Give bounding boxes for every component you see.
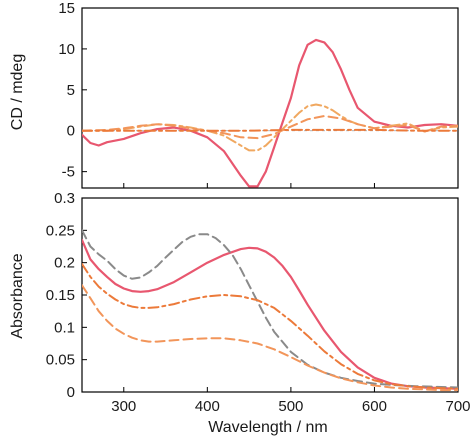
y-tick-label: 0 xyxy=(67,384,75,401)
y-tick-label: 10 xyxy=(58,41,75,58)
y-tick-label: 0.3 xyxy=(54,190,75,207)
plot-frame xyxy=(81,197,459,393)
x-tick-label: 400 xyxy=(195,398,220,415)
y-tick-label: 0.15 xyxy=(46,287,75,304)
absorbance-panel: 0 0.05 0.1 0.15 0.2 0.25 0.3 300 400 500 600 700 xyxy=(46,190,471,415)
wavelength-x-axis-label: Wavelength / nm xyxy=(208,419,327,436)
series-line-3 xyxy=(82,115,458,140)
y-tick-label: 0.2 xyxy=(54,255,75,272)
series-line-1 xyxy=(82,38,458,188)
cd-panel: -5 0 5 10 15 xyxy=(58,0,459,189)
y-tick-label: 0.25 xyxy=(46,222,75,239)
y-tick-label: 0.05 xyxy=(46,352,75,369)
x-tick-label: 700 xyxy=(445,398,470,415)
x-tick-label: 500 xyxy=(278,398,303,415)
x-tick-label: 300 xyxy=(111,398,136,415)
series-line-3 xyxy=(82,263,458,390)
absorbance-y-axis-label: Absorbance xyxy=(9,253,26,338)
x-tick-label: 600 xyxy=(362,398,387,415)
cd-y-axis-label: CD / mdeg xyxy=(9,54,26,130)
series-line-4 xyxy=(82,284,458,392)
series-line-4 xyxy=(82,128,458,132)
y-tick-label: -5 xyxy=(62,164,75,181)
y-tick-label: 0 xyxy=(67,123,75,140)
y-tick-label: 0.1 xyxy=(54,319,75,336)
y-tick-label: 15 xyxy=(58,0,75,17)
series-line-1 xyxy=(82,238,458,390)
y-tick-label: 5 xyxy=(67,82,75,99)
plot-frame xyxy=(81,7,459,189)
